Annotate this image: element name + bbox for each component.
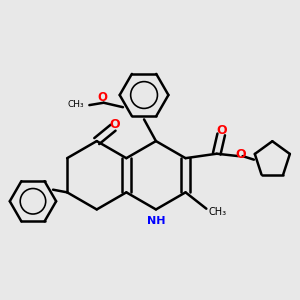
Text: NH: NH: [147, 216, 166, 226]
Text: O: O: [217, 124, 227, 137]
Text: CH₃: CH₃: [68, 100, 84, 109]
Text: O: O: [235, 148, 245, 160]
Text: O: O: [98, 92, 107, 104]
Text: CH₃: CH₃: [209, 207, 227, 217]
Text: O: O: [109, 118, 120, 130]
